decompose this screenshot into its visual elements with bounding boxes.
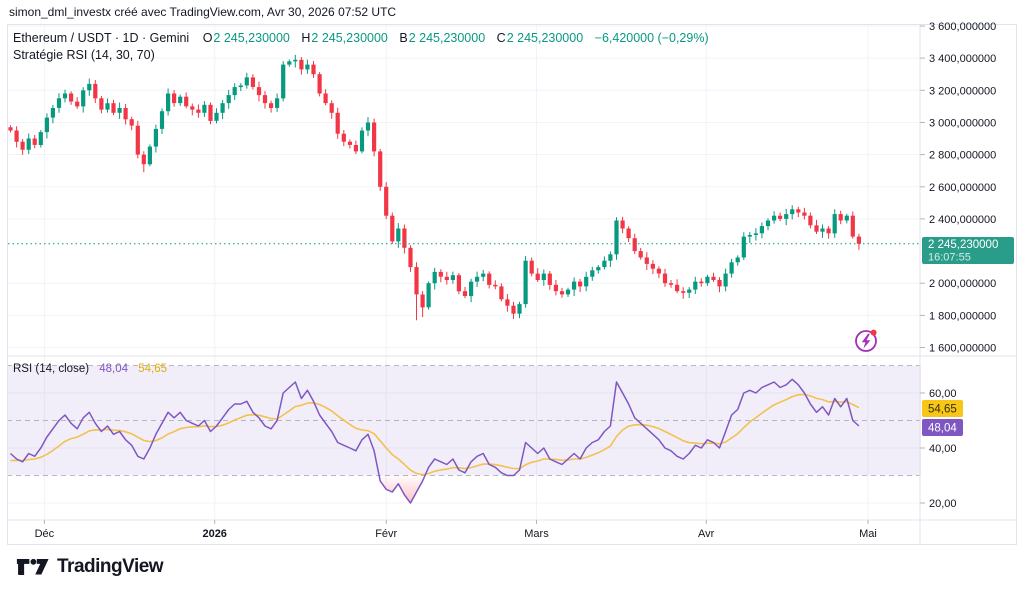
gridlines	[7, 24, 920, 520]
svg-text:Déc: Déc	[35, 528, 55, 540]
svg-text:1 800,000000: 1 800,000000	[929, 310, 996, 322]
tradingview-logo[interactable]: TradingView	[16, 555, 164, 578]
svg-text:20,00: 20,00	[929, 498, 957, 510]
svg-text:60,00: 60,00	[929, 388, 957, 400]
rsi-legend-value: 48,04	[99, 363, 129, 375]
symbol-legend[interactable]: Ethereum / USDT · 1D · Gemini O2 245,230…	[13, 31, 709, 45]
low-label: B	[399, 31, 408, 45]
candles-layer	[8, 54, 861, 321]
svg-text:Mars: Mars	[524, 528, 549, 540]
svg-text:54,65: 54,65	[928, 404, 957, 416]
rsi-line	[9, 378, 860, 504]
close-label: C	[496, 31, 506, 45]
high-value: 2 245,230000	[311, 31, 388, 45]
svg-text:2 800,000000: 2 800,000000	[929, 150, 996, 162]
svg-text:2026: 2026	[202, 528, 226, 540]
svg-text:3 400,000000: 3 400,000000	[929, 53, 996, 65]
open-value: 2 245,230000	[213, 31, 290, 45]
svg-text:48,04: 48,04	[928, 423, 957, 435]
close-value: 2 245,230000	[506, 31, 584, 45]
low-value: 2 245,230000	[408, 31, 486, 45]
rsi-ma-legend-value: 54,65	[138, 363, 168, 375]
svg-text:40,00: 40,00	[929, 443, 957, 455]
rsi-legend-title: RSI (14, close)	[13, 363, 90, 375]
chart-background	[7, 24, 1017, 545]
svg-text:2 245,230000: 2 245,230000	[928, 239, 998, 251]
svg-text:Févr: Févr	[375, 528, 397, 540]
brand-text: TradingView	[57, 555, 164, 577]
rsi-legend[interactable]: RSI (14, close) 48,04 54,65	[13, 363, 167, 375]
symbol-title: Ethereum / USDT · 1D · Gemini	[13, 31, 190, 45]
price-axis[interactable]: 3 600,000000 3 400,000000 3 200,000000 3 00…	[920, 21, 996, 355]
svg-text:2 600,000000: 2 600,000000	[929, 182, 996, 194]
open-label: O	[202, 31, 213, 45]
notification-dot	[870, 329, 877, 336]
rsi-ma-line	[10, 393, 860, 476]
change-value: −6,420000 (−0,29%)	[594, 31, 709, 45]
svg-text:2 000,000000: 2 000,000000	[929, 278, 996, 290]
countdown: 16:07:55	[928, 252, 971, 264]
svg-text:3 600,000000: 3 600,000000	[929, 21, 996, 33]
tv-logomark-icon	[16, 558, 49, 575]
svg-text:Avr: Avr	[698, 528, 715, 540]
strategy-legend[interactable]: Stratégie RSI (14, 30, 70)	[13, 48, 155, 62]
rsi-axis[interactable]: 60,00 40,00 20,00	[920, 388, 957, 510]
flash-icon[interactable]	[855, 329, 877, 352]
time-axis[interactable]: Déc 2026 Févr Mars Avr Mai	[35, 520, 877, 540]
separators	[7, 24, 1017, 545]
svg-text:2 400,000000: 2 400,000000	[929, 214, 996, 226]
header-credit: simon_dml_investx créé avec TradingView.…	[9, 5, 397, 19]
svg-text:3 000,000000: 3 000,000000	[929, 118, 996, 130]
rsi-badges: 54,65 48,04	[922, 400, 963, 436]
svg-text:Mai: Mai	[859, 528, 877, 540]
high-label: H	[301, 31, 311, 45]
svg-text:3 200,000000: 3 200,000000	[929, 85, 996, 97]
svg-text:1 600,000000: 1 600,000000	[929, 343, 996, 355]
